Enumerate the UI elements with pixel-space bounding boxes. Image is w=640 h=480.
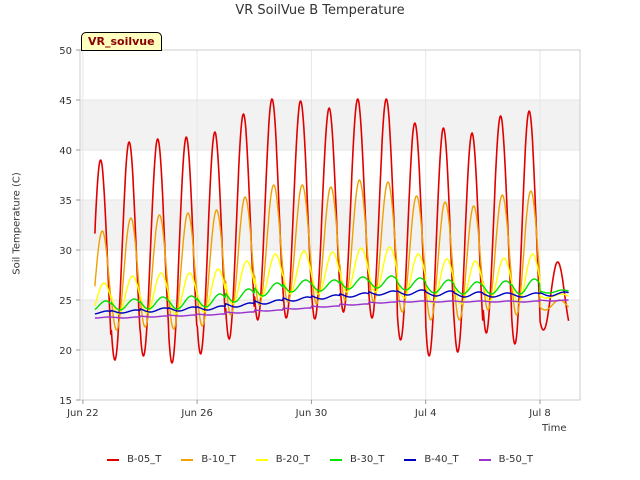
y-tick-label: 40 [59,146,72,157]
x-tick-label: Jun 30 [295,408,328,419]
y-tick-label: 20 [59,346,72,357]
series-line-b-30-t [94,275,569,311]
series-line-b-10-t [94,179,570,331]
y-tick-label: 45 [59,96,72,107]
y-axis-label: Soil Temperature (C) [11,172,23,275]
legend-swatch-b50 [478,458,491,461]
y-tick-label: 35 [59,196,72,207]
station-tag: VR_soilvue [81,32,162,51]
x-axis-label: Time [542,423,567,434]
legend-label-b30: B-30_T [350,454,385,465]
legend-item-b05[interactable]: B-05_T [107,454,161,465]
legend-swatch-b05 [107,458,120,461]
legend-label-b20: B-20_T [275,454,310,465]
plot-band [80,300,580,350]
legend-swatch-b20 [255,458,268,461]
legend-swatch-b40 [404,458,417,461]
x-tick-label: Jun 22 [66,408,99,419]
plot-background-bands [80,100,580,350]
legend-label-b40: B-40_T [424,454,459,465]
legend-item-b20[interactable]: B-20_T [255,454,310,465]
legend-swatch-b10 [181,458,194,461]
legend: B-05_T B-10_T B-20_T B-30_T B-40_T B-50_… [0,454,640,465]
x-tick-label: Jul 8 [528,408,551,419]
series-line-b-20-t [94,246,569,315]
series-line-b-50-t [94,299,569,319]
y-tick-label: 25 [59,296,72,307]
legend-label-b10: B-10_T [201,454,236,465]
y-tick-label: 15 [59,396,72,407]
x-tick-label: Jul 4 [414,408,437,419]
legend-item-b10[interactable]: B-10_T [181,454,236,465]
y-tick-label: 50 [59,46,72,57]
legend-item-b40[interactable]: B-40_T [404,454,459,465]
legend-item-b30[interactable]: B-30_T [330,454,384,465]
legend-item-b50[interactable]: B-50_T [478,454,533,465]
legend-label-b05: B-05_T [127,454,162,465]
y-axis-ticks: 15 20 25 30 35 40 45 50 [59,46,80,407]
series-layer [94,98,570,364]
series-line-b-40-t [94,289,569,315]
x-axis-ticks: Jun 22 Jun 26 Jun 30 Jul 4 Jul 8 [66,400,551,419]
plot-band [80,100,580,150]
chart-title: VR SoilVue B Temperature [235,3,405,18]
legend-swatch-b30 [330,458,342,461]
x-tick-label: Jun 26 [180,408,213,419]
plot-frame [79,49,581,401]
legend-label-b50: B-50_T [498,454,533,465]
y-tick-label: 30 [59,246,72,257]
